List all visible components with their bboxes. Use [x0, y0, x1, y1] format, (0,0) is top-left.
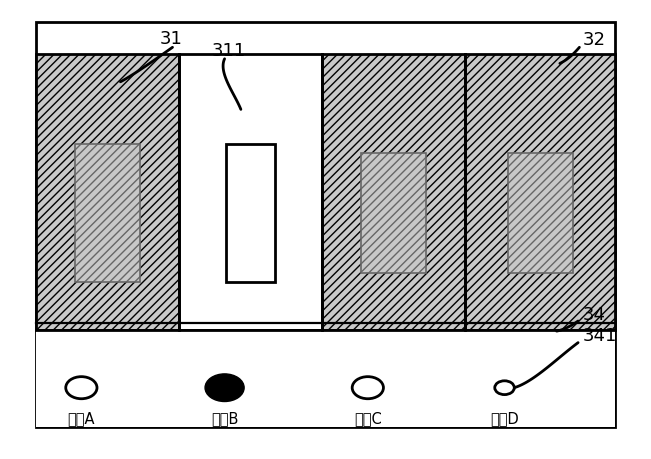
Bar	[361, 154, 426, 273]
Text: 311: 311	[212, 41, 246, 60]
Circle shape	[66, 377, 97, 399]
Bar	[322, 55, 465, 330]
Text: 指令D: 指令D	[490, 410, 519, 425]
Bar	[179, 55, 322, 330]
Text: 341: 341	[583, 326, 617, 344]
Circle shape	[205, 374, 244, 402]
Text: 31: 31	[159, 30, 182, 48]
Text: 指令A: 指令A	[68, 410, 95, 425]
Bar	[508, 154, 573, 273]
Bar	[36, 55, 179, 330]
Circle shape	[352, 377, 383, 399]
Circle shape	[495, 381, 514, 395]
Text: 指令B: 指令B	[211, 410, 238, 425]
Bar	[36, 23, 615, 427]
Bar	[36, 330, 615, 427]
Bar	[227, 145, 275, 282]
Text: 34: 34	[583, 305, 605, 324]
Bar	[75, 145, 140, 282]
Text: 32: 32	[583, 31, 605, 50]
Bar	[465, 55, 615, 330]
Text: 指令C: 指令C	[354, 410, 381, 425]
